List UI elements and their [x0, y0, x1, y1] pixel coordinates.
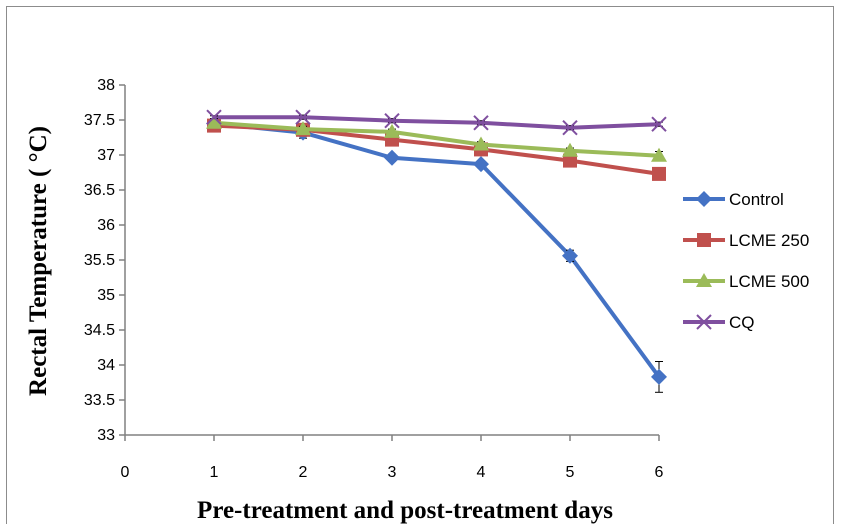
- x-axis-label: Pre-treatment and post-treatment days: [197, 497, 613, 524]
- y-axis-label: Rectal Temperature ( °C): [25, 126, 52, 396]
- marker-stroke: [295, 109, 311, 125]
- data-point: [562, 247, 578, 264]
- legend-label: LCME 250: [729, 231, 809, 250]
- x-tick-label: 3: [388, 464, 397, 481]
- legend-label: CQ: [729, 313, 755, 332]
- data-point: [473, 156, 489, 173]
- data-point: [651, 147, 667, 162]
- y-tick-label: 34: [97, 357, 115, 374]
- chart-frame: [6, 6, 834, 524]
- data-point: [206, 109, 222, 125]
- x-tick-label: 5: [566, 464, 575, 481]
- data-point: [651, 116, 667, 132]
- y-tick-label: 37: [97, 147, 115, 164]
- marker-stroke: [384, 112, 400, 129]
- legend-item: CQ: [683, 313, 755, 332]
- y-tick-label: 33.5: [84, 392, 115, 409]
- series-line: [214, 115, 660, 130]
- marker-stroke: [206, 109, 222, 125]
- x-tick-label: 0: [121, 464, 130, 481]
- y-tick-label: 38: [97, 77, 115, 94]
- data-point: [384, 149, 400, 166]
- y-tick-label: 37.5: [84, 112, 115, 129]
- legend-item: LCME 500: [683, 272, 809, 291]
- data-point: [562, 142, 578, 157]
- y-tick-label: 34.5: [84, 322, 115, 339]
- legend-item: LCME 250: [683, 231, 809, 250]
- y-tick-label: 36.5: [84, 182, 115, 199]
- series-control: [206, 115, 667, 393]
- y-tick-label: 36: [97, 217, 115, 234]
- y-tick-label: 33: [97, 427, 115, 444]
- legend-swatch-marker: [696, 273, 712, 287]
- legend-label: Control: [729, 190, 784, 209]
- y-tick-label: 35.5: [84, 252, 115, 269]
- legend-item: Control: [683, 190, 784, 209]
- x-tick-label: 4: [477, 464, 486, 481]
- legend-swatch-marker: [696, 191, 712, 207]
- x-tick-label: 2: [299, 464, 308, 481]
- x-tick-label: 1: [210, 464, 219, 481]
- data-point: [563, 153, 577, 168]
- legend-label: LCME 500: [729, 272, 809, 291]
- data-point: [295, 109, 311, 125]
- marker-stroke: [562, 119, 578, 136]
- series-layer: [206, 109, 667, 393]
- y-tick-label: 35: [97, 287, 115, 304]
- data-point: [384, 112, 400, 129]
- data-point: [651, 368, 667, 385]
- marker-stroke: [696, 314, 712, 330]
- series-line: [213, 120, 660, 158]
- marker-stroke: [651, 116, 667, 132]
- legend-swatch-marker: [696, 314, 712, 330]
- series-lcme-500: [206, 114, 667, 162]
- data-point: [473, 115, 489, 131]
- data-point: [295, 121, 311, 136]
- series-cq: [206, 109, 667, 136]
- series-line: [213, 123, 660, 176]
- legend-swatch-marker: [697, 233, 711, 247]
- x-tick-label: 6: [655, 464, 664, 481]
- data-point: [473, 136, 489, 151]
- data-point: [206, 114, 222, 129]
- series-line: [213, 121, 661, 379]
- marker-stroke: [473, 115, 489, 131]
- data-point: [652, 166, 666, 181]
- legend: Control LCME 250 LCME 500 CQ: [683, 190, 809, 332]
- data-point: [384, 123, 400, 138]
- data-point: [562, 119, 578, 136]
